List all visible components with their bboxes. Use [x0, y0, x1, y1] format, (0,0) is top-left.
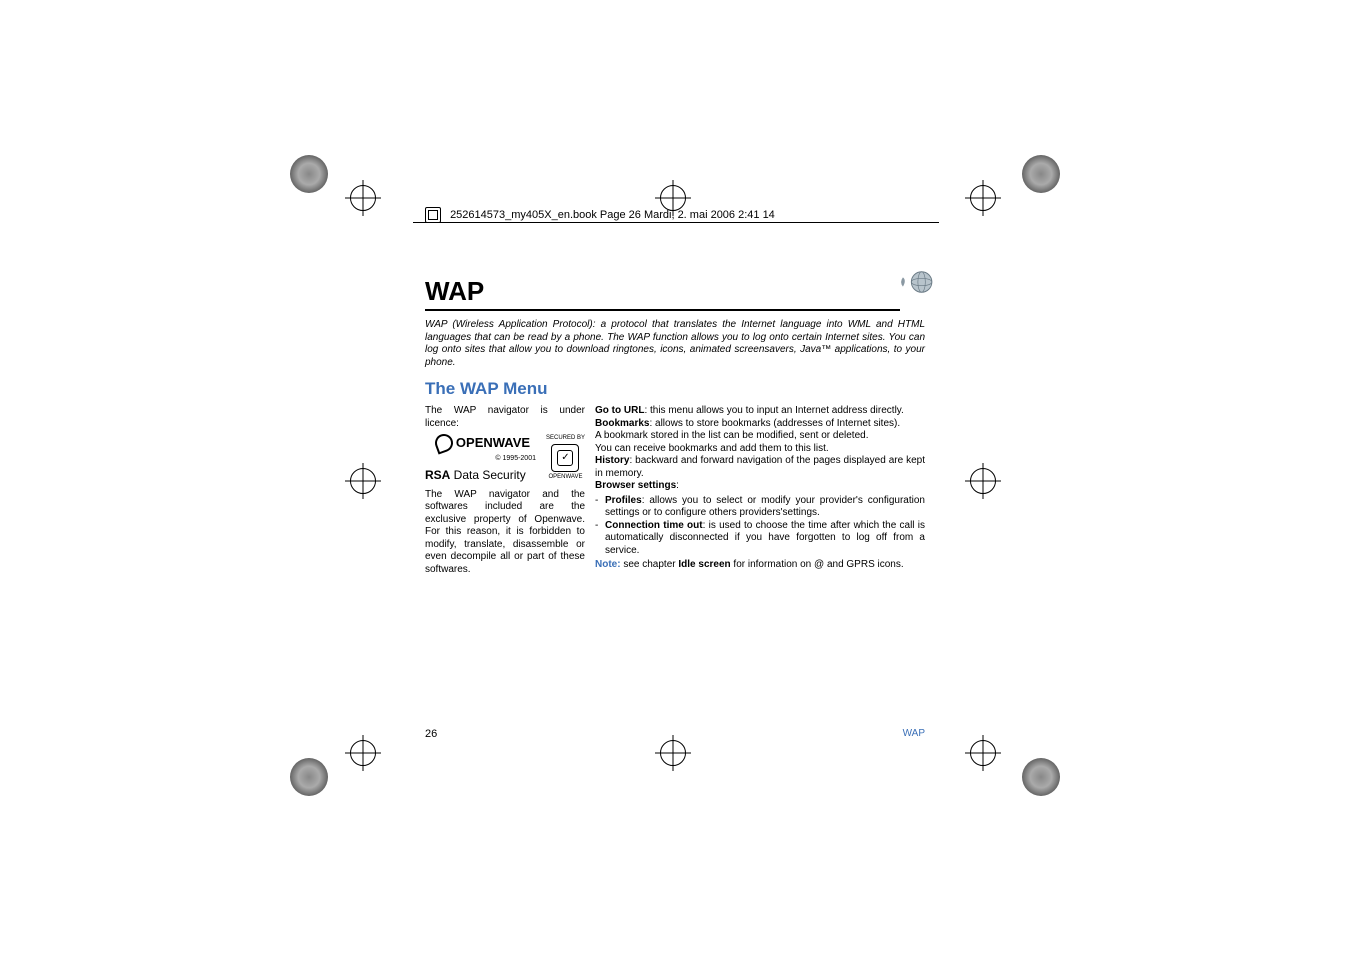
browser-settings-bold: Browser settings [595, 480, 676, 491]
reg-target-right-center [970, 468, 996, 494]
secured-badge: SECURED BY ✓ OPENWAVE [546, 435, 585, 482]
history-line: History: backward and forward navigation… [595, 455, 925, 480]
header-filepath-text: 252614573_my405X_en.book Page 26 Mardi, … [450, 209, 775, 221]
reg-target-bottom-center [660, 740, 686, 766]
note-line: Note: see chapter Idle screen for inform… [595, 559, 925, 572]
bookmarks-line2: A bookmark stored in the list can be mod… [595, 430, 925, 443]
goto-url-bold: Go to URL [595, 405, 644, 416]
page-footer: 26 WAP [425, 728, 925, 740]
rsa-logo: RSA Data Security [425, 468, 540, 483]
goto-url-text: : this menu allows you to input an Inter… [644, 405, 903, 416]
reg-target-bottom-left [350, 740, 376, 766]
history-text: : backward and forward navigation of the… [595, 455, 925, 479]
reg-target-left-center [350, 468, 376, 494]
browser-settings-colon: : [676, 480, 679, 491]
reg-target-bottom-right [970, 740, 996, 766]
left-column: The WAP navigator is under licence: OPEN… [425, 405, 585, 576]
browser-settings-line: Browser settings: [595, 480, 925, 493]
list-item: Connection time out: is used to choose t… [595, 520, 925, 558]
goto-url-line: Go to URL: this menu allows you to input… [595, 405, 925, 418]
section-title: The WAP Menu [425, 379, 925, 399]
right-column: Go to URL: this menu allows you to input… [595, 405, 925, 576]
licence-line: The WAP navigator is under licence: [425, 405, 585, 430]
bookmarks-text: : allows to store bookmarks (addresses o… [649, 418, 900, 429]
chapter-title: WAP [425, 276, 900, 311]
note-bold: Idle screen [678, 559, 730, 570]
page-number: 26 [425, 728, 437, 740]
rsa-bold: RSA [425, 468, 450, 482]
rsa-rest: Data Security [450, 468, 525, 482]
bookmarks-line3: You can receive bookmarks and add them t… [595, 443, 925, 456]
chapter-intro: WAP (Wireless Application Protocol): a p… [425, 319, 925, 369]
bookmarks-line: Bookmarks: allows to store bookmarks (ad… [595, 418, 925, 431]
secured-bottom: OPENWAVE [548, 474, 582, 482]
page-content: WAP WAP (Wireless Application Protocol):… [425, 276, 925, 576]
globe-icon [897, 268, 935, 296]
secured-top: SECURED BY [546, 435, 585, 443]
profiles-text: : allows you to select or modify your pr… [605, 495, 925, 519]
settings-list: Profiles: allows you to select or modify… [595, 495, 925, 558]
bookmarks-bold: Bookmarks [595, 418, 649, 429]
note-t1: see chapter [621, 559, 679, 570]
note-label: Note: [595, 559, 621, 570]
reg-target-top-left [350, 185, 376, 211]
left-paragraph: The WAP navigator and the softwares incl… [425, 489, 585, 577]
history-bold: History [595, 455, 629, 466]
note-t2: for information on @ and GPRS icons. [731, 559, 904, 570]
header-filepath: 252614573_my405X_en.book Page 26 Mardi, … [425, 207, 775, 223]
profiles-bold: Profiles [605, 495, 642, 506]
openwave-text: OPENWAVE [456, 435, 530, 451]
reg-target-top-right [970, 185, 996, 211]
openwave-copyright: © 1995-2001 [495, 455, 536, 464]
footer-label: WAP [903, 728, 925, 740]
list-item: Profiles: allows you to select or modify… [595, 495, 925, 520]
openwave-logo: OPENWAVE © 1995-2001 [425, 434, 540, 464]
timeout-bold: Connection time out [605, 520, 703, 531]
